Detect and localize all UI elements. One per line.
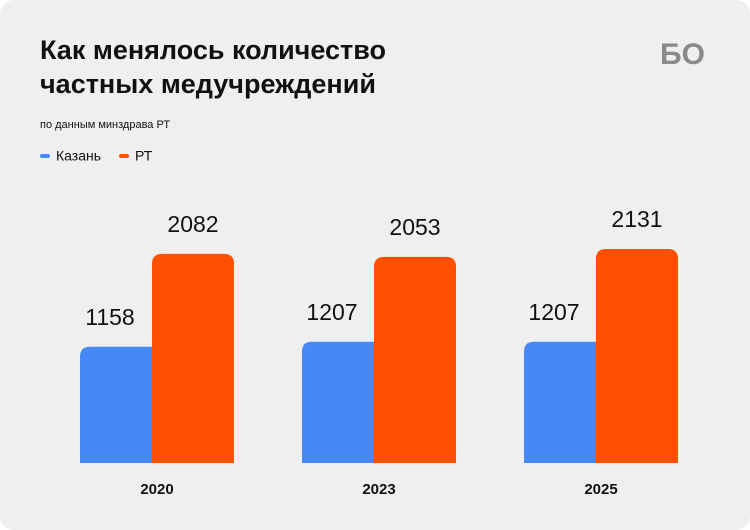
bar	[302, 341, 384, 463]
x-tick-label: 2025	[584, 481, 617, 498]
legend-label: РТ	[135, 148, 153, 164]
legend-label: Казань	[56, 148, 101, 164]
bar	[524, 341, 606, 463]
legend-swatch	[119, 154, 130, 158]
value-label: 1207	[306, 299, 357, 325]
value-label: 2131	[611, 206, 662, 232]
bar	[596, 249, 678, 463]
x-tick-label: 2023	[362, 481, 395, 498]
value-label: 1158	[85, 304, 134, 330]
logo: БО	[660, 38, 705, 71]
value-label: 2053	[389, 214, 440, 240]
bar	[152, 253, 234, 463]
chart-title: Как менялось количество	[40, 35, 386, 65]
chart-title: частных медучреждений	[40, 69, 376, 99]
legend-swatch	[40, 154, 50, 158]
bar	[80, 346, 162, 463]
chart-subtitle: по данным минздрава РТ	[40, 119, 170, 131]
bar	[374, 256, 456, 463]
x-tick-label: 2020	[140, 481, 173, 498]
value-label: 2082	[167, 211, 218, 237]
value-label: 1207	[528, 299, 579, 325]
